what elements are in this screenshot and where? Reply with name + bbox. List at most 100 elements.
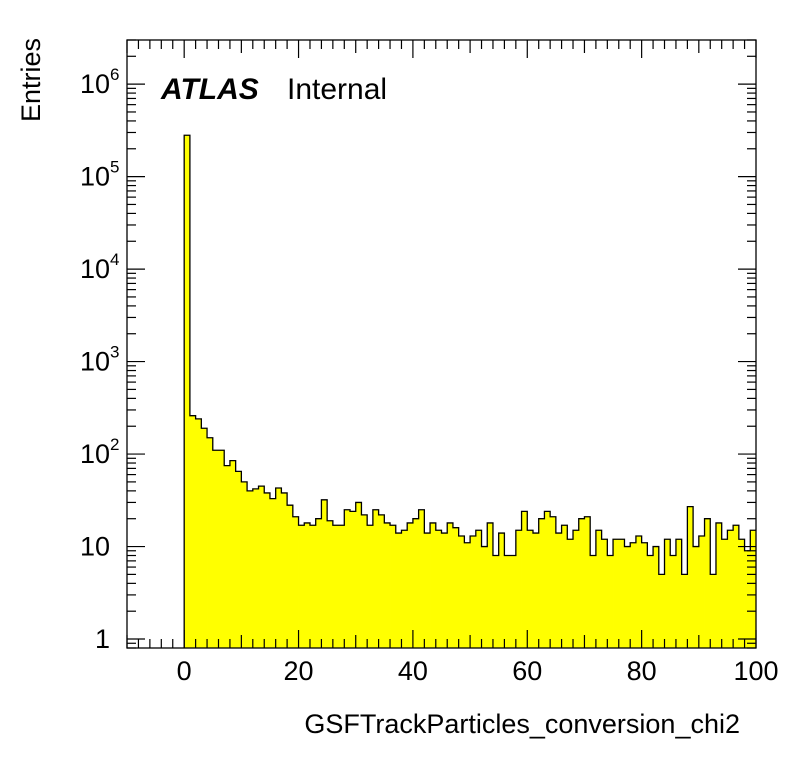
y-tick-label: 10: [80, 532, 110, 562]
histogram-bar: [201, 428, 208, 648]
histogram-bar: [704, 518, 711, 648]
histogram-bar: [378, 514, 385, 648]
histogram-bar: [430, 522, 437, 648]
y-tick-label: 1: [95, 624, 110, 654]
histogram-bar: [207, 437, 214, 648]
histogram-bar: [452, 527, 460, 648]
histogram-bar: [630, 542, 637, 648]
histogram-bar: [367, 525, 374, 648]
y-axis-title: Entries: [16, 38, 46, 122]
y-tick-exponent: 2: [110, 435, 119, 454]
histogram-bar: [681, 574, 688, 648]
histogram-bar: [418, 509, 425, 648]
histogram-bar: [481, 546, 488, 648]
atlas-label: ATLAS: [160, 73, 259, 106]
histogram-bar: [521, 511, 528, 648]
histogram-bar: [693, 546, 700, 648]
histogram-bar: [504, 555, 511, 648]
histogram-bar: [252, 488, 259, 648]
histogram-bar: [527, 530, 534, 648]
histogram-bar: [578, 518, 585, 648]
histogram-bar: [538, 518, 545, 648]
histogram-bar: [321, 499, 328, 648]
histogram-bar: [721, 539, 728, 648]
y-tick-exponent: 3: [110, 343, 119, 362]
histogram-bar: [715, 522, 723, 648]
y-tick-exponent: 4: [110, 250, 119, 269]
histogram-bar: [355, 502, 362, 648]
histogram-bar: [658, 574, 665, 648]
histogram-bar: [515, 530, 522, 648]
histogram-bar: [361, 514, 368, 648]
histogram-bar: [412, 518, 420, 648]
histogram-bar: [292, 516, 299, 648]
histogram-bar: [475, 530, 482, 648]
y-tick-label: 10: [80, 347, 110, 377]
histogram-bar: [407, 522, 414, 648]
histogram-bar: [390, 525, 397, 648]
internal-label: Internal: [287, 73, 387, 106]
x-tick-labels: 0 20 40 60 80 100: [177, 656, 779, 686]
histogram-bar: [635, 536, 643, 648]
histogram-bar: [372, 509, 379, 648]
histogram-bar: [498, 533, 505, 648]
histogram-bar: [567, 539, 574, 648]
histogram-bar: [532, 533, 540, 648]
x-axis-title: GSFTrackParticles_conversion_chi2: [304, 709, 740, 739]
plot-frame: [126, 39, 757, 649]
histogram-bar: [309, 525, 317, 648]
histogram-bar: [424, 533, 431, 648]
histogram-bar: [224, 465, 231, 648]
histogram-bar: [338, 525, 345, 648]
histogram-bar: [510, 555, 517, 648]
histogram-bar: [555, 533, 562, 648]
histogram-bar: [750, 530, 757, 648]
histogram-bar: [269, 498, 277, 648]
histogram-bar: [218, 450, 225, 648]
histogram-bar: [235, 471, 242, 648]
histogram-bar: [264, 492, 271, 648]
histogram-bar: [327, 520, 334, 648]
histogram-bar: [441, 533, 448, 648]
histogram-bar: [395, 533, 402, 648]
histogram-bar: [470, 536, 477, 648]
histogram-bar: [350, 511, 357, 648]
histogram-bar: [384, 522, 391, 648]
histogram-bar: [304, 522, 311, 648]
histogram-bar: [653, 546, 660, 648]
y-tick-label: 10: [80, 439, 110, 469]
histogram-bar: [618, 539, 625, 648]
histogram-bar: [315, 518, 322, 648]
histogram-bar: [601, 539, 608, 648]
histogram-bar: [275, 487, 282, 648]
y-tick-label: 10: [80, 162, 110, 192]
histogram-bar: [550, 516, 557, 648]
x-tick-label: 100: [733, 656, 778, 686]
x-tick-label: 20: [284, 656, 314, 686]
histogram-bar: [229, 460, 237, 648]
histogram-bar: [698, 536, 705, 648]
histogram-bars: [184, 135, 757, 649]
histogram-bar: [595, 530, 603, 648]
histogram-outline: [183, 134, 756, 648]
histogram-bar: [184, 135, 191, 649]
x-tick-label: 80: [627, 656, 657, 686]
histogram-bar: [613, 539, 620, 648]
histogram-bar: [298, 525, 305, 648]
histogram-bar: [647, 555, 654, 648]
x-tick-label: 0: [177, 656, 192, 686]
histogram-bar: [670, 555, 677, 648]
y-tick-label: 10: [80, 69, 110, 99]
histogram-bar: [189, 415, 197, 648]
histogram-bar: [247, 490, 254, 648]
histogram-bar: [344, 509, 351, 648]
x-tick-label: 40: [398, 656, 428, 686]
histogram-bar: [281, 492, 288, 648]
histogram-bar: [573, 530, 580, 648]
histogram-bar: [332, 525, 339, 648]
histogram-bar: [447, 522, 454, 648]
histogram-bar: [738, 539, 745, 648]
histogram-bar: [487, 522, 494, 648]
histogram-bar: [727, 530, 734, 648]
